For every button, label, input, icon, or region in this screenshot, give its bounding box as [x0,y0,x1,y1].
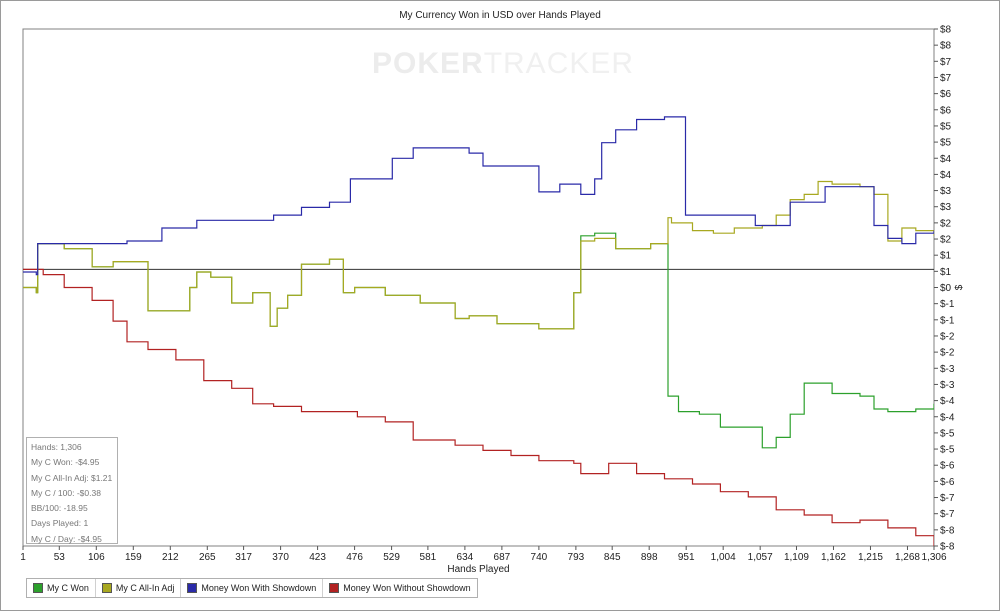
x-tick-label: 1,109 [784,552,809,563]
x-tick-label: 317 [235,552,252,563]
y-tick-label: $-6 [940,461,955,472]
pokertracker-watermark: POKERTRACKER [372,47,635,80]
stat-my-c-per-day: My C / Day: -$4.95 [31,533,102,544]
y-tick-label: $4 [940,154,952,165]
y-tick-label: $-1 [940,315,955,326]
x-tick-label: 1,268 [895,552,920,563]
x-tick-label: 529 [383,552,400,563]
x-tick-label: 265 [199,552,216,563]
x-axis-label: Hands Played [447,564,509,575]
y-tick-label: $-8 [940,542,955,553]
y-tick-label: $8 [940,25,952,36]
x-tick-label: 951 [678,552,695,563]
y-tick-label: $1 [940,267,952,278]
y-tick-label: $1 [940,251,952,262]
y-tick-label: $-5 [940,445,955,456]
stat-my-c-won: My C Won: -$4.95 [31,457,100,468]
x-tick-label: 53 [54,552,66,563]
y-tick-label: $7 [940,73,952,84]
y-tick-label: $-7 [940,493,955,504]
y-tick-label: $8 [940,41,952,52]
x-tick-label: 687 [494,552,511,563]
y-tick-label: $-3 [940,380,955,391]
x-tick-label: 370 [272,552,289,563]
x-tick-label: 1,057 [748,552,773,563]
x-tick-label: 1 [20,552,26,563]
legend-swatch [33,583,43,593]
x-tick-label: 793 [568,552,585,563]
series-line-my-c-all-in-adj [23,180,934,330]
series-line-my-c-won [23,232,934,449]
x-tick-label: 476 [346,552,363,563]
stat-days-played: Days Played: 1 [31,518,89,529]
legend-swatch [101,583,112,593]
y-tick-label: $-3 [940,364,955,375]
y-tick-label: $2 [940,218,952,229]
plot-area [22,28,935,547]
x-tick-label: 212 [162,552,179,563]
y-tick-label: $7 [940,57,952,68]
x-tick-label: 106 [88,552,105,563]
y-tick-label: $-7 [940,509,955,520]
series-line-money-won-with-showdown [23,116,934,276]
x-tick-label: 159 [125,552,142,563]
series-line-money-won-without-showdown [23,268,934,546]
legend-item-without-showdown[interactable]: Money Won Without Showdown [323,579,476,597]
legend-item-my-c-won[interactable]: My C Won [27,579,96,597]
y-tick-label: $-4 [940,396,955,407]
legend: My C Won My C All-In Adj Money Won With … [26,578,478,598]
x-tick-label: 845 [604,552,621,563]
legend-swatch [329,583,340,593]
y-tick-label: $-6 [940,477,955,488]
y-tick-label: $-2 [940,348,955,359]
y-tick-label: $-2 [940,331,955,342]
legend-swatch [187,583,198,593]
y-tick-label: $2 [940,235,952,246]
y-tick-label: $3 [940,202,952,213]
y-tick-label: $-1 [940,299,955,310]
stat-bb-per-100: BB/100: -18.95 [31,503,88,514]
y-tick-label: $3 [940,186,952,197]
x-tick-label: 423 [309,552,326,563]
stat-my-c-per-100: My C / 100: -$0.38 [31,487,101,498]
y-tick-label: $0 [940,283,952,294]
x-tick-label: 898 [641,552,658,563]
y-tick-label: $6 [940,105,952,116]
y-tick-label: $5 [940,138,952,149]
y-axis-label: $ [954,284,965,290]
x-tick-label: 1,306 [921,552,946,563]
y-tick-label: $4 [940,170,952,181]
x-tick-label: 634 [457,552,474,563]
legend-item-with-showdown[interactable]: Money Won With Showdown [181,579,324,597]
x-tick-label: 1,215 [858,552,883,563]
y-tick-label: $5 [940,121,952,132]
y-tick-label: $-8 [940,525,955,536]
x-tick-label: 740 [531,552,548,563]
stats-box: Hands: 1,306 My C Won: -$4.95 My C All-I… [26,437,118,544]
y-tick-label: $-4 [940,412,955,423]
y-tick-label: $-5 [940,428,955,439]
legend-item-all-in-adj[interactable]: My C All-In Adj [96,579,182,597]
chart-title: My Currency Won in USD over Hands Played [399,10,601,21]
y-tick-label: $6 [940,89,952,100]
x-tick-label: 1,004 [711,552,736,563]
stat-all-in-adj: My C All-In Adj: $1.21 [31,472,113,483]
x-tick-label: 581 [420,552,437,563]
x-tick-label: 1,162 [821,552,846,563]
stat-hands: Hands: 1,306 [31,442,82,452]
